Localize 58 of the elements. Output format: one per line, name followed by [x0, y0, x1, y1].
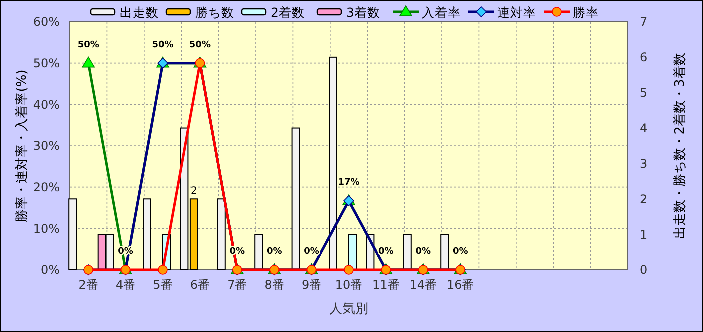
bar [292, 128, 300, 270]
y2-tick-label: 5 [640, 86, 648, 100]
data-label: 0% [266, 247, 282, 257]
bar [217, 198, 226, 270]
y2-tick-label: 1 [640, 228, 648, 242]
y2-tick-label: 3 [640, 156, 648, 171]
data-label: 50% [189, 40, 211, 50]
y2-tick-label: 7 [640, 15, 648, 30]
bar [440, 234, 450, 270]
y-axis-title: 勝率・連対率・入着率(%) [14, 70, 30, 222]
bar [329, 56, 338, 270]
legend-label: 3着数 [346, 4, 380, 20]
x-axis-title: 人気別 [330, 302, 368, 317]
legend-label: 勝率 [573, 4, 599, 20]
bar [403, 234, 412, 270]
data-label: 50% [78, 40, 100, 50]
y-tick-label: 60% [33, 15, 60, 30]
x-tick-label: 7番 [228, 278, 248, 292]
x-tick-label: 5番 [153, 278, 173, 292]
legend-label: 出走数 [120, 4, 159, 20]
x-tick-label: 11番 [372, 278, 400, 292]
data-label: 0% [416, 247, 432, 257]
point [344, 265, 354, 275]
x-tick-label: 2番 [78, 278, 98, 292]
y2-tick-label: 0 [640, 263, 648, 278]
data-label: 0% [378, 247, 394, 257]
bar [254, 234, 264, 270]
x-tick-label: 8番 [264, 278, 284, 292]
x-tick-label: 10番 [335, 278, 363, 292]
y-tick-label: 50% [33, 56, 60, 71]
data-label: 50% [152, 40, 174, 50]
x-tick-label: 9番 [302, 278, 322, 292]
y2-axis-title: 出走数・勝ち数・2着数・3着数 [672, 53, 688, 239]
x-tick-label: 16番 [446, 278, 474, 292]
y2-tick-label: 6 [640, 50, 648, 65]
x-tick-label: 4番 [116, 278, 136, 292]
legend-label: 入着率 [422, 4, 461, 20]
y-tick-label: 30% [33, 139, 60, 154]
data-label: 2 [191, 186, 198, 198]
point [158, 265, 168, 275]
data-label: 17% [338, 178, 360, 188]
x-tick-label: 6番 [190, 278, 210, 292]
y-tick-label: 40% [33, 98, 60, 112]
y-tick-label: 10% [33, 222, 60, 236]
y2-tick-label: 4 [640, 121, 648, 136]
point [82, 56, 95, 68]
legend-label: 2着数 [271, 4, 305, 20]
data-label: 0% [452, 247, 468, 257]
legend-label: 勝ち数 [196, 4, 234, 20]
x-tick-label: 14番 [410, 278, 438, 292]
data-label: 0% [304, 247, 320, 257]
bar [348, 234, 357, 270]
bar [68, 198, 78, 270]
y-tick-label: 20% [33, 180, 60, 195]
y2-tick-label: 2 [640, 192, 648, 206]
bar [143, 198, 152, 270]
y-tick-label: 0% [40, 263, 60, 278]
legend-label: 連対率 [498, 4, 536, 20]
